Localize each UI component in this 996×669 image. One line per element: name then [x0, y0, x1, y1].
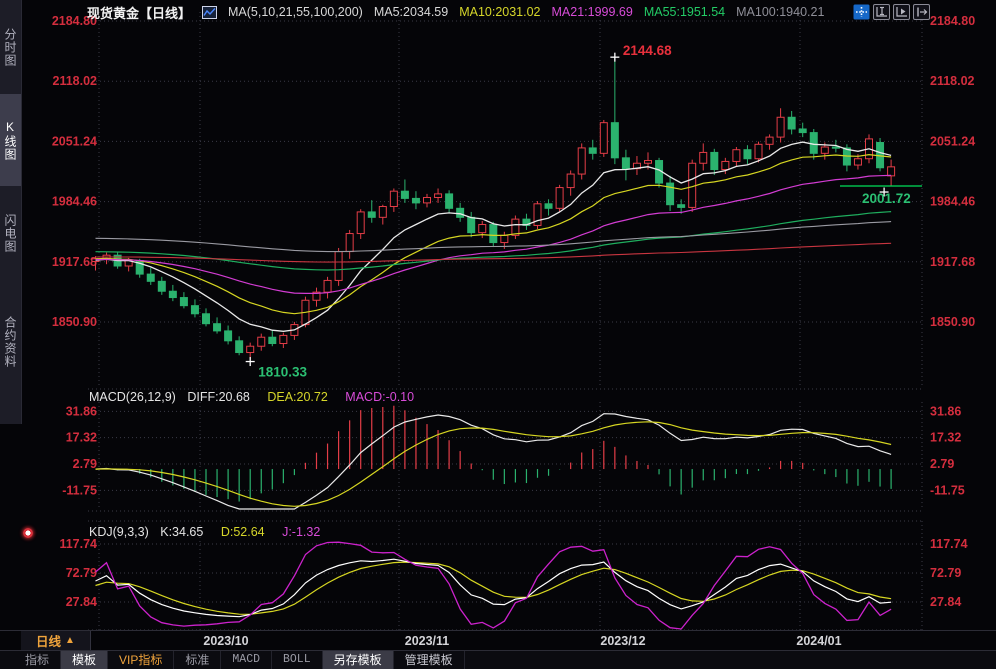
svg-text:2051.24: 2051.24	[930, 134, 975, 148]
svg-text:72.79: 72.79	[66, 566, 97, 580]
macd-dea-value: DEA:20.72	[267, 390, 328, 404]
period-label: 日线	[36, 635, 62, 649]
sidebar-item-lightning-chart[interactable]: 闪电图	[3, 213, 17, 253]
macd-diff-value: DIFF:20.68	[187, 390, 250, 404]
svg-text:1850.90: 1850.90	[52, 315, 97, 329]
svg-text:117.74: 117.74	[59, 537, 97, 551]
svg-text:2184.80: 2184.80	[930, 14, 975, 28]
kdj-j-value: J:-1.32	[282, 525, 321, 539]
tab-save-template[interactable]: 另存模板	[322, 651, 394, 669]
macd-name: MACD(26,12,9)	[89, 390, 176, 404]
tab-vip-indicators[interactable]: VIP指标	[108, 651, 175, 669]
svg-text:2024/01: 2024/01	[796, 634, 841, 648]
svg-text:2023/11: 2023/11	[405, 634, 450, 648]
chart-toolbar	[853, 4, 930, 20]
legend-chart-icon	[202, 5, 218, 19]
ma100-value: MA100:1940.21	[736, 5, 825, 19]
bottom-tabbar: 指标 模板 VIP指标 标准 MACD BOLL 另存模板 管理模板	[0, 650, 996, 669]
sidebar-item-contract-info[interactable]: 合约资料	[3, 316, 17, 368]
svg-text:2118.02: 2118.02	[930, 74, 975, 88]
svg-text:1984.46: 1984.46	[930, 195, 975, 209]
tab-macd[interactable]: MACD	[221, 651, 272, 669]
svg-text:2144.68: 2144.68	[623, 43, 672, 58]
svg-text:2023/10: 2023/10	[203, 634, 248, 648]
svg-text:31.86: 31.86	[930, 404, 961, 418]
ma5-value: MA5:2034.59	[373, 5, 449, 19]
macd-value: MACD:-0.10	[345, 390, 415, 404]
period-arrow-icon: ▲	[65, 635, 75, 646]
svg-text:-11.75: -11.75	[930, 483, 965, 497]
ma55-value: MA55:1951.54	[643, 5, 726, 19]
tab-indicators[interactable]: 指标	[14, 651, 62, 669]
tab-standard[interactable]: 标准	[174, 651, 222, 669]
svg-text:2051.24: 2051.24	[52, 134, 97, 148]
svg-text:17.32: 17.32	[66, 431, 97, 445]
ma21-value: MA21:1999.69	[551, 5, 633, 19]
kdj-d-value: D:52.64	[220, 525, 265, 539]
svg-text:17.32: 17.32	[930, 431, 961, 445]
macd-legend: MACD(26,12,9) DIFF:20.68 DEA:20.72 MACD:…	[89, 390, 414, 404]
svg-text:117.74: 117.74	[930, 537, 968, 551]
svg-text:1984.46: 1984.46	[52, 195, 97, 209]
indicator-settings-icon[interactable]	[23, 528, 33, 538]
kdj-name: KDJ(9,3,3)	[89, 525, 149, 539]
ma10-value: MA10:2031.02	[459, 5, 541, 19]
tab-templates[interactable]: 模板	[61, 651, 109, 669]
svg-text:27.84: 27.84	[930, 595, 961, 609]
ma-periods-label: MA(5,10,21,55,100,200)	[228, 5, 363, 19]
svg-text:27.84: 27.84	[66, 595, 97, 609]
sidebar: 分时图 K线图 闪电图 合约资料	[0, 0, 22, 424]
axis-scale-icon[interactable]	[873, 4, 890, 20]
svg-text:2.79: 2.79	[930, 457, 954, 471]
svg-text:2001.72: 2001.72	[862, 191, 911, 206]
collapse-panel-icon[interactable]	[913, 4, 930, 20]
sidebar-item-time-chart[interactable]: 分时图	[3, 27, 17, 67]
svg-text:1850.90: 1850.90	[930, 315, 975, 329]
svg-text:2.79: 2.79	[73, 457, 97, 471]
period-selector[interactable]: 日线 ▲	[21, 631, 91, 650]
svg-text:72.79: 72.79	[930, 566, 961, 580]
tab-boll[interactable]: BOLL	[272, 651, 323, 669]
sidebar-item-kline-chart[interactable]: K线图	[0, 94, 21, 186]
kdj-legend: KDJ(9,3,3) K:34.65 D:52.64 J:-1.32	[89, 525, 320, 539]
svg-text:2118.02: 2118.02	[53, 74, 98, 88]
chart-header: 现货黄金【日线】 MA(5,10,21,55,100,200) MA5:2034…	[21, 0, 996, 24]
kdj-k-value: K:34.65	[160, 525, 204, 539]
svg-text:-11.75: -11.75	[62, 483, 97, 497]
crosshair-icon[interactable]	[853, 4, 870, 20]
instrument-title: 现货黄金【日线】	[87, 5, 192, 21]
tab-manage-template[interactable]: 管理模板	[394, 651, 465, 669]
svg-text:1810.33: 1810.33	[258, 365, 307, 380]
svg-text:2184.80: 2184.80	[52, 14, 97, 28]
indicator-window-icon[interactable]	[893, 4, 910, 20]
svg-text:1917.68: 1917.68	[52, 255, 97, 269]
svg-text:31.86: 31.86	[66, 404, 97, 418]
svg-text:1917.68: 1917.68	[930, 255, 975, 269]
svg-text:2023/12: 2023/12	[600, 634, 645, 648]
